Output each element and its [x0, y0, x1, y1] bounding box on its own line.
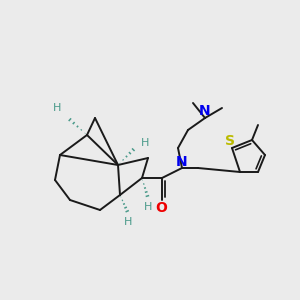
Text: S: S	[225, 134, 235, 148]
Text: N: N	[176, 155, 188, 169]
Text: H: H	[144, 202, 152, 212]
Text: H: H	[141, 138, 149, 148]
Text: N: N	[199, 104, 211, 118]
Text: O: O	[155, 201, 167, 215]
Text: H: H	[124, 217, 132, 227]
Text: H: H	[53, 103, 61, 113]
